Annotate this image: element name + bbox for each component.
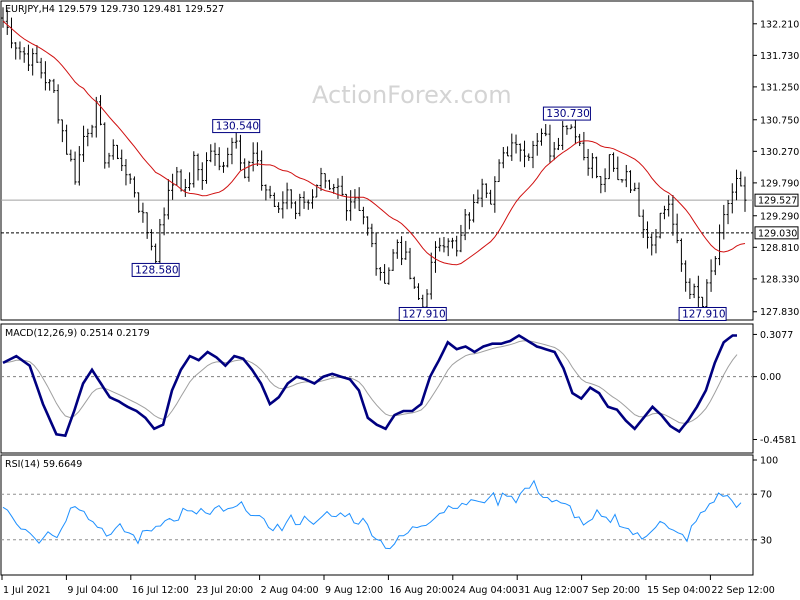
price-annotation-box	[212, 119, 261, 134]
rsi-line	[2, 479, 742, 550]
price-annotation: 127.910	[682, 308, 725, 320]
macd-panel-title: MACD(12,26,9) 0.2514 0.2179	[5, 328, 150, 339]
y-tick-label: 129.790	[760, 178, 799, 189]
macd-panel-frame	[0, 323, 754, 454]
price-annotation: 128.580	[135, 264, 178, 276]
macd-y-axis: 0.3077 0.00 -0.4581	[753, 330, 797, 446]
macd-signal-line	[2, 340, 738, 424]
price-annotation-box	[678, 306, 727, 321]
y-tick-label: 128.810	[760, 243, 799, 254]
price-grid	[1, 199, 753, 234]
price-annotation: 127.910	[402, 308, 445, 320]
x-tick-label: 1 Jul 2021	[3, 585, 51, 596]
x-tick-label: 7 Sep 20:00	[583, 585, 640, 596]
price-panel-title: EURJPY,H4 129.579 129.730 129.481 129.52…	[5, 4, 224, 15]
y-tick-label: 30	[760, 535, 772, 546]
y-tick-label: 130.270	[760, 147, 799, 158]
rsi-panel-title: RSI(14) 59.6649	[5, 459, 82, 470]
macd-line	[2, 333, 737, 438]
price-annotations: 130.540 128.580 127.910 130.730 127.910	[131, 106, 727, 321]
support-level-label: 129.030	[758, 228, 797, 239]
last-price-label: 129.527	[758, 196, 797, 207]
y-tick-label: 100	[760, 456, 778, 467]
rsi-panel: RSI(14) 59.6649 100 70 30	[0, 454, 778, 576]
price-annotation: 130.730	[546, 108, 589, 120]
y-tick-label: 129.290	[760, 211, 799, 222]
x-tick-label: 16 Aug 20:00	[389, 585, 453, 596]
y-tick-label: 127.830	[760, 307, 799, 318]
y-tick-label: -0.4581	[760, 435, 797, 446]
x-tick-label: 31 Aug 12:00	[518, 585, 582, 596]
price-annotation-box	[542, 106, 591, 121]
price-annotation: 130.540	[216, 121, 259, 133]
y-tick-label: 132.210	[760, 19, 799, 30]
x-tick-label: 9 Jul 04:00	[67, 585, 118, 596]
x-axis: 1 Jul 2021 9 Jul 04:00 16 Jul 12:00 23 Jul …	[1, 575, 775, 596]
price-annotation-box	[131, 262, 180, 277]
y-tick-label: 0.3077	[760, 330, 793, 341]
rsi-y-axis: 100 70 30	[753, 456, 778, 546]
support-level-label-box	[754, 226, 799, 240]
y-tick-label: 70	[760, 490, 772, 501]
x-tick-label: 16 Jul 12:00	[132, 585, 189, 596]
watermark: ActionForex.com	[312, 81, 512, 109]
price-y-axis: 132.210 131.730 131.250 130.750 130.270 129.7…	[753, 19, 799, 318]
price-candles	[1, 7, 747, 317]
x-tick-label: 23 Jul 20:00	[196, 585, 253, 596]
y-tick-label: 128.330	[760, 274, 799, 285]
rsi-levels	[1, 493, 753, 541]
price-panel-frame	[0, 0, 754, 321]
price-panel: EURJPY,H4 129.579 129.730 129.481 129.52…	[0, 0, 799, 321]
macd-panel: MACD(12,26,9) 0.2514 0.2179 0.3077 0.00 -0…	[0, 323, 797, 454]
x-tick-label: 2 Aug 04:00	[261, 585, 319, 596]
moving-average-line	[2, 20, 746, 266]
last-price-label-box	[754, 193, 799, 207]
price-annotation-box	[398, 306, 447, 321]
x-tick-label: 15 Sep 04:00	[647, 585, 710, 596]
y-tick-label: 130.750	[760, 115, 799, 126]
y-tick-label: 131.730	[760, 51, 799, 62]
y-tick-label: 0.00	[760, 372, 781, 383]
x-tick-label: 22 Sep 12:00	[711, 585, 774, 596]
x-tick-label: 24 Aug 04:00	[454, 585, 518, 596]
x-tick-label: 9 Aug 12:00	[325, 585, 383, 596]
rsi-panel-frame	[0, 454, 754, 576]
y-tick-label: 131.250	[760, 82, 799, 93]
